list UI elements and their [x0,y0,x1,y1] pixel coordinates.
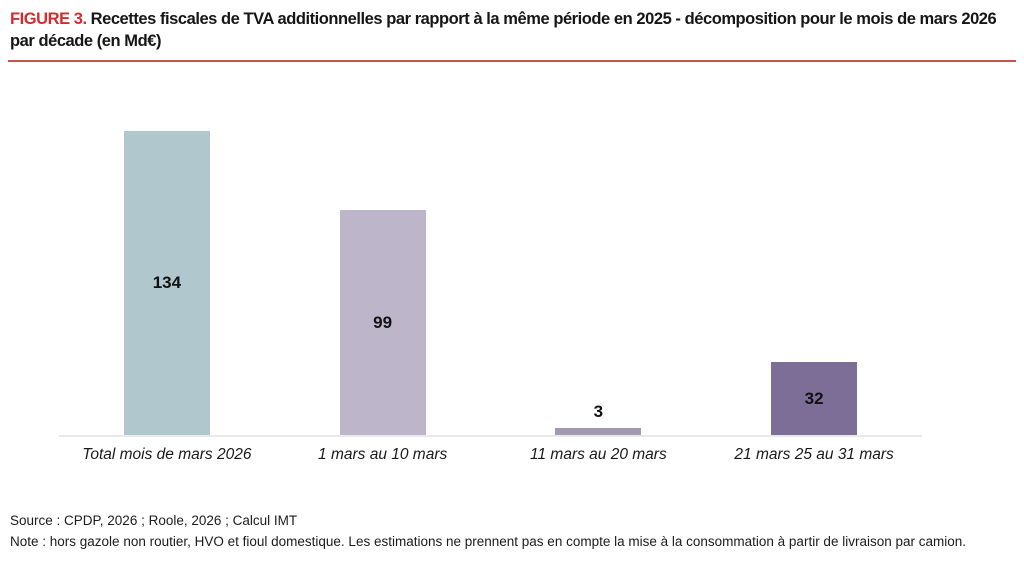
figure-footer: Source : CPDP, 2026 ; Roole, 2026 ; Calc… [10,510,1018,552]
note-text: Note : hors gazole non routier, HVO et f… [10,534,967,549]
x-axis-label: 1 mars au 10 mars [318,446,448,463]
bar-slot: 3 [491,117,707,435]
bar-slot: 99 [275,117,491,435]
bar-1: 134 [123,130,210,435]
source-text: Source : CPDP, 2026 ; Roole, 2026 ; Calc… [10,513,298,528]
x-axis-labels: Total mois de mars 2026 1 mars au 10 mars… [59,446,922,464]
bar-slot: 134 [59,117,275,435]
bar-4: 32 [771,362,858,435]
x-axis-label: Total mois de mars 2026 [82,446,252,463]
bar-2: 99 [339,210,426,435]
value-label: 99 [373,312,393,332]
x-axis-label: 11 mars au 20 mars [530,446,667,463]
bar-slot: 32 [706,117,922,435]
x-axis-label: 21 mars 25 au 31 mars [734,446,894,463]
bar-3: 3 [555,402,642,435]
figure-title-text: Recettes fiscales de TVA additionnelles … [10,10,997,50]
figure-number-label: FIGURE 3. [10,10,87,28]
bar-chart-plot: 134 99 3 32 [59,117,922,437]
figure-title: FIGURE 3. Recettes fiscales de TVA additi… [10,8,1016,52]
title-rule [8,60,1016,62]
value-label: 32 [804,388,824,408]
value-label: 134 [152,272,182,292]
value-label: 3 [593,402,604,422]
